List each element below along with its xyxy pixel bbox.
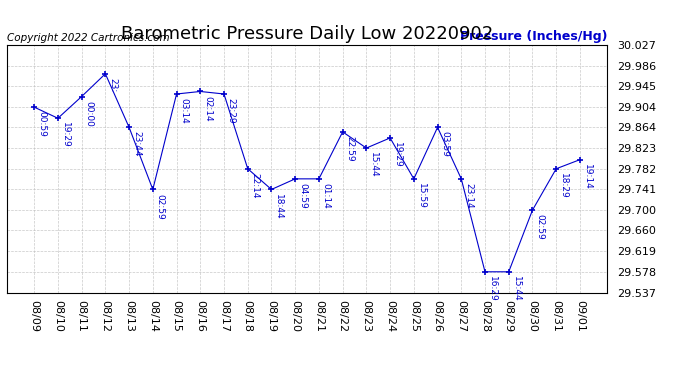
Text: 03:59: 03:59 (440, 132, 449, 158)
Text: 19:29: 19:29 (393, 142, 402, 168)
Text: 19:14: 19:14 (582, 164, 592, 190)
Text: 23:29: 23:29 (227, 98, 236, 124)
Text: Pressure (Inches/Hg): Pressure (Inches/Hg) (460, 30, 607, 42)
Text: 03:14: 03:14 (179, 98, 188, 124)
Text: 01:14: 01:14 (322, 183, 331, 209)
Text: 23:: 23: (108, 78, 117, 92)
Text: 16:29: 16:29 (488, 276, 497, 302)
Text: 18:29: 18:29 (559, 173, 568, 199)
Title: Barometric Pressure Daily Low 20220902: Barometric Pressure Daily Low 20220902 (121, 26, 493, 44)
Text: 00:59: 00:59 (37, 111, 46, 137)
Text: 02:59: 02:59 (535, 214, 544, 240)
Text: Copyright 2022 Cartronics.com: Copyright 2022 Cartronics.com (7, 33, 170, 42)
Text: 23:44: 23:44 (132, 132, 141, 157)
Text: 18:44: 18:44 (274, 194, 283, 219)
Text: 00:00: 00:00 (84, 100, 93, 126)
Text: 02:14: 02:14 (203, 96, 212, 121)
Text: 04:59: 04:59 (298, 183, 307, 209)
Text: 02:59: 02:59 (156, 194, 165, 219)
Text: 15:44: 15:44 (511, 276, 520, 302)
Text: 15:44: 15:44 (369, 152, 378, 178)
Text: 22:59: 22:59 (346, 136, 355, 162)
Text: 19:29: 19:29 (61, 122, 70, 148)
Text: 23:14: 23:14 (464, 183, 473, 209)
Text: 15:59: 15:59 (417, 183, 426, 209)
Text: 22:14: 22:14 (250, 173, 259, 198)
